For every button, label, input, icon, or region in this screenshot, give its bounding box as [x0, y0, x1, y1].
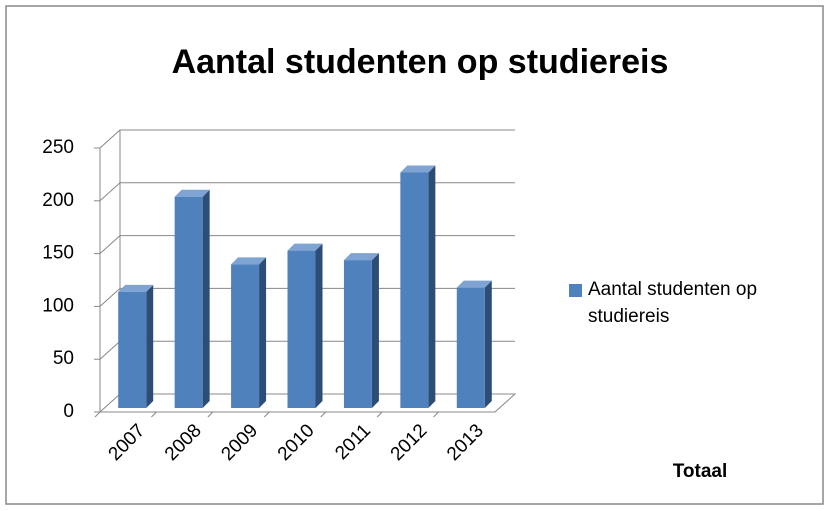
bar-side: [259, 257, 267, 408]
legend-label: Aantal studenten op studiereis: [588, 279, 758, 327]
bar-top: [456, 280, 492, 288]
bar-side: [146, 284, 154, 408]
bar-front: [118, 291, 147, 408]
bar-top: [174, 189, 210, 197]
x-axis-title: Totaal: [673, 461, 728, 482]
y-tick-label: 0: [63, 401, 74, 422]
bar-side: [484, 280, 492, 408]
tick-mark: [94, 411, 101, 418]
bar-front: [343, 260, 372, 408]
y-tick-label: 100: [42, 295, 74, 316]
bar-front: [174, 196, 203, 408]
grid-line: [99, 287, 515, 307]
tick-mark: [433, 411, 439, 418]
tick-mark: [263, 411, 270, 418]
tick-mark: [151, 411, 157, 418]
bar: [343, 253, 379, 408]
bar: [287, 243, 323, 408]
chart-title: Aantal studenten op studiereis: [172, 43, 669, 81]
grid-line: [99, 129, 515, 149]
bar-top: [343, 253, 379, 261]
bar-side: [315, 243, 323, 408]
bar: [456, 280, 492, 408]
bar-side: [371, 253, 379, 408]
y-tick-label: 50: [53, 348, 74, 369]
bar-front: [456, 287, 485, 408]
bar: [231, 257, 267, 408]
y-tick-label: 250: [42, 137, 74, 158]
legend-swatch: [569, 284, 582, 297]
y-tick-label: 150: [42, 243, 74, 264]
bar-front: [287, 250, 316, 408]
bar: [400, 165, 436, 408]
bar-side: [428, 165, 436, 408]
bar: [118, 284, 154, 408]
bar-top: [231, 257, 267, 265]
grid-line: [99, 182, 515, 202]
y-tick-label: 200: [42, 190, 74, 211]
bar-side: [202, 189, 210, 408]
grid-line: [99, 235, 515, 254]
bar-front: [400, 172, 429, 408]
bar-top: [118, 284, 154, 292]
bar-front: [231, 264, 260, 408]
bar-top: [287, 243, 323, 251]
tick-mark: [376, 411, 383, 418]
tick-mark: [207, 411, 214, 418]
bar: [174, 189, 210, 408]
tick-mark: [320, 411, 327, 418]
bar-top: [400, 165, 436, 173]
